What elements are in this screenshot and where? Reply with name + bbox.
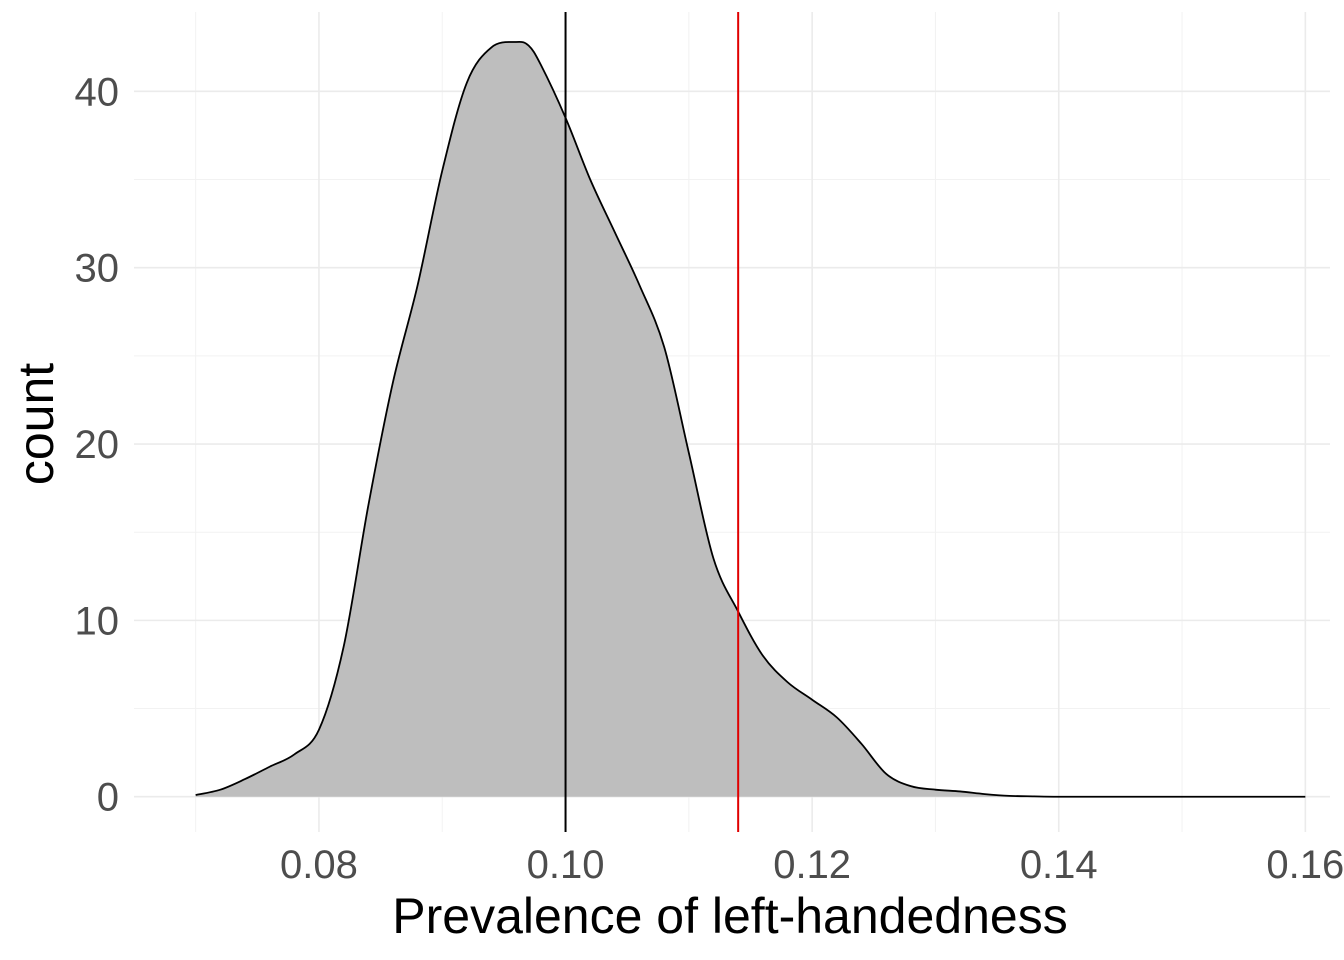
y-tick-label: 40 <box>75 70 120 114</box>
x-tick-label: 0.14 <box>1020 843 1098 887</box>
x-tick-label: 0.10 <box>527 843 605 887</box>
density-curve <box>195 40 1306 798</box>
y-tick-label: 0 <box>97 776 119 820</box>
y-tick-label: 20 <box>75 423 120 467</box>
y-axis-title: count <box>8 363 64 485</box>
x-tick-label: 0.16 <box>1266 843 1344 887</box>
y-tick-label: 30 <box>75 247 120 291</box>
y-axis-ticks: 0 10 20 30 40 <box>75 70 120 819</box>
reference-lines <box>564 12 740 832</box>
x-tick-label: 0.12 <box>773 843 851 887</box>
density-area <box>195 41 1306 797</box>
x-axis-ticks: 0.08 0.10 0.12 0.14 0.16 <box>280 843 1344 887</box>
x-axis-title: Prevalence of left-handedness <box>392 888 1067 944</box>
series-layer <box>195 40 1306 798</box>
x-tick-label: 0.08 <box>280 843 358 887</box>
y-tick-label: 10 <box>75 599 120 643</box>
